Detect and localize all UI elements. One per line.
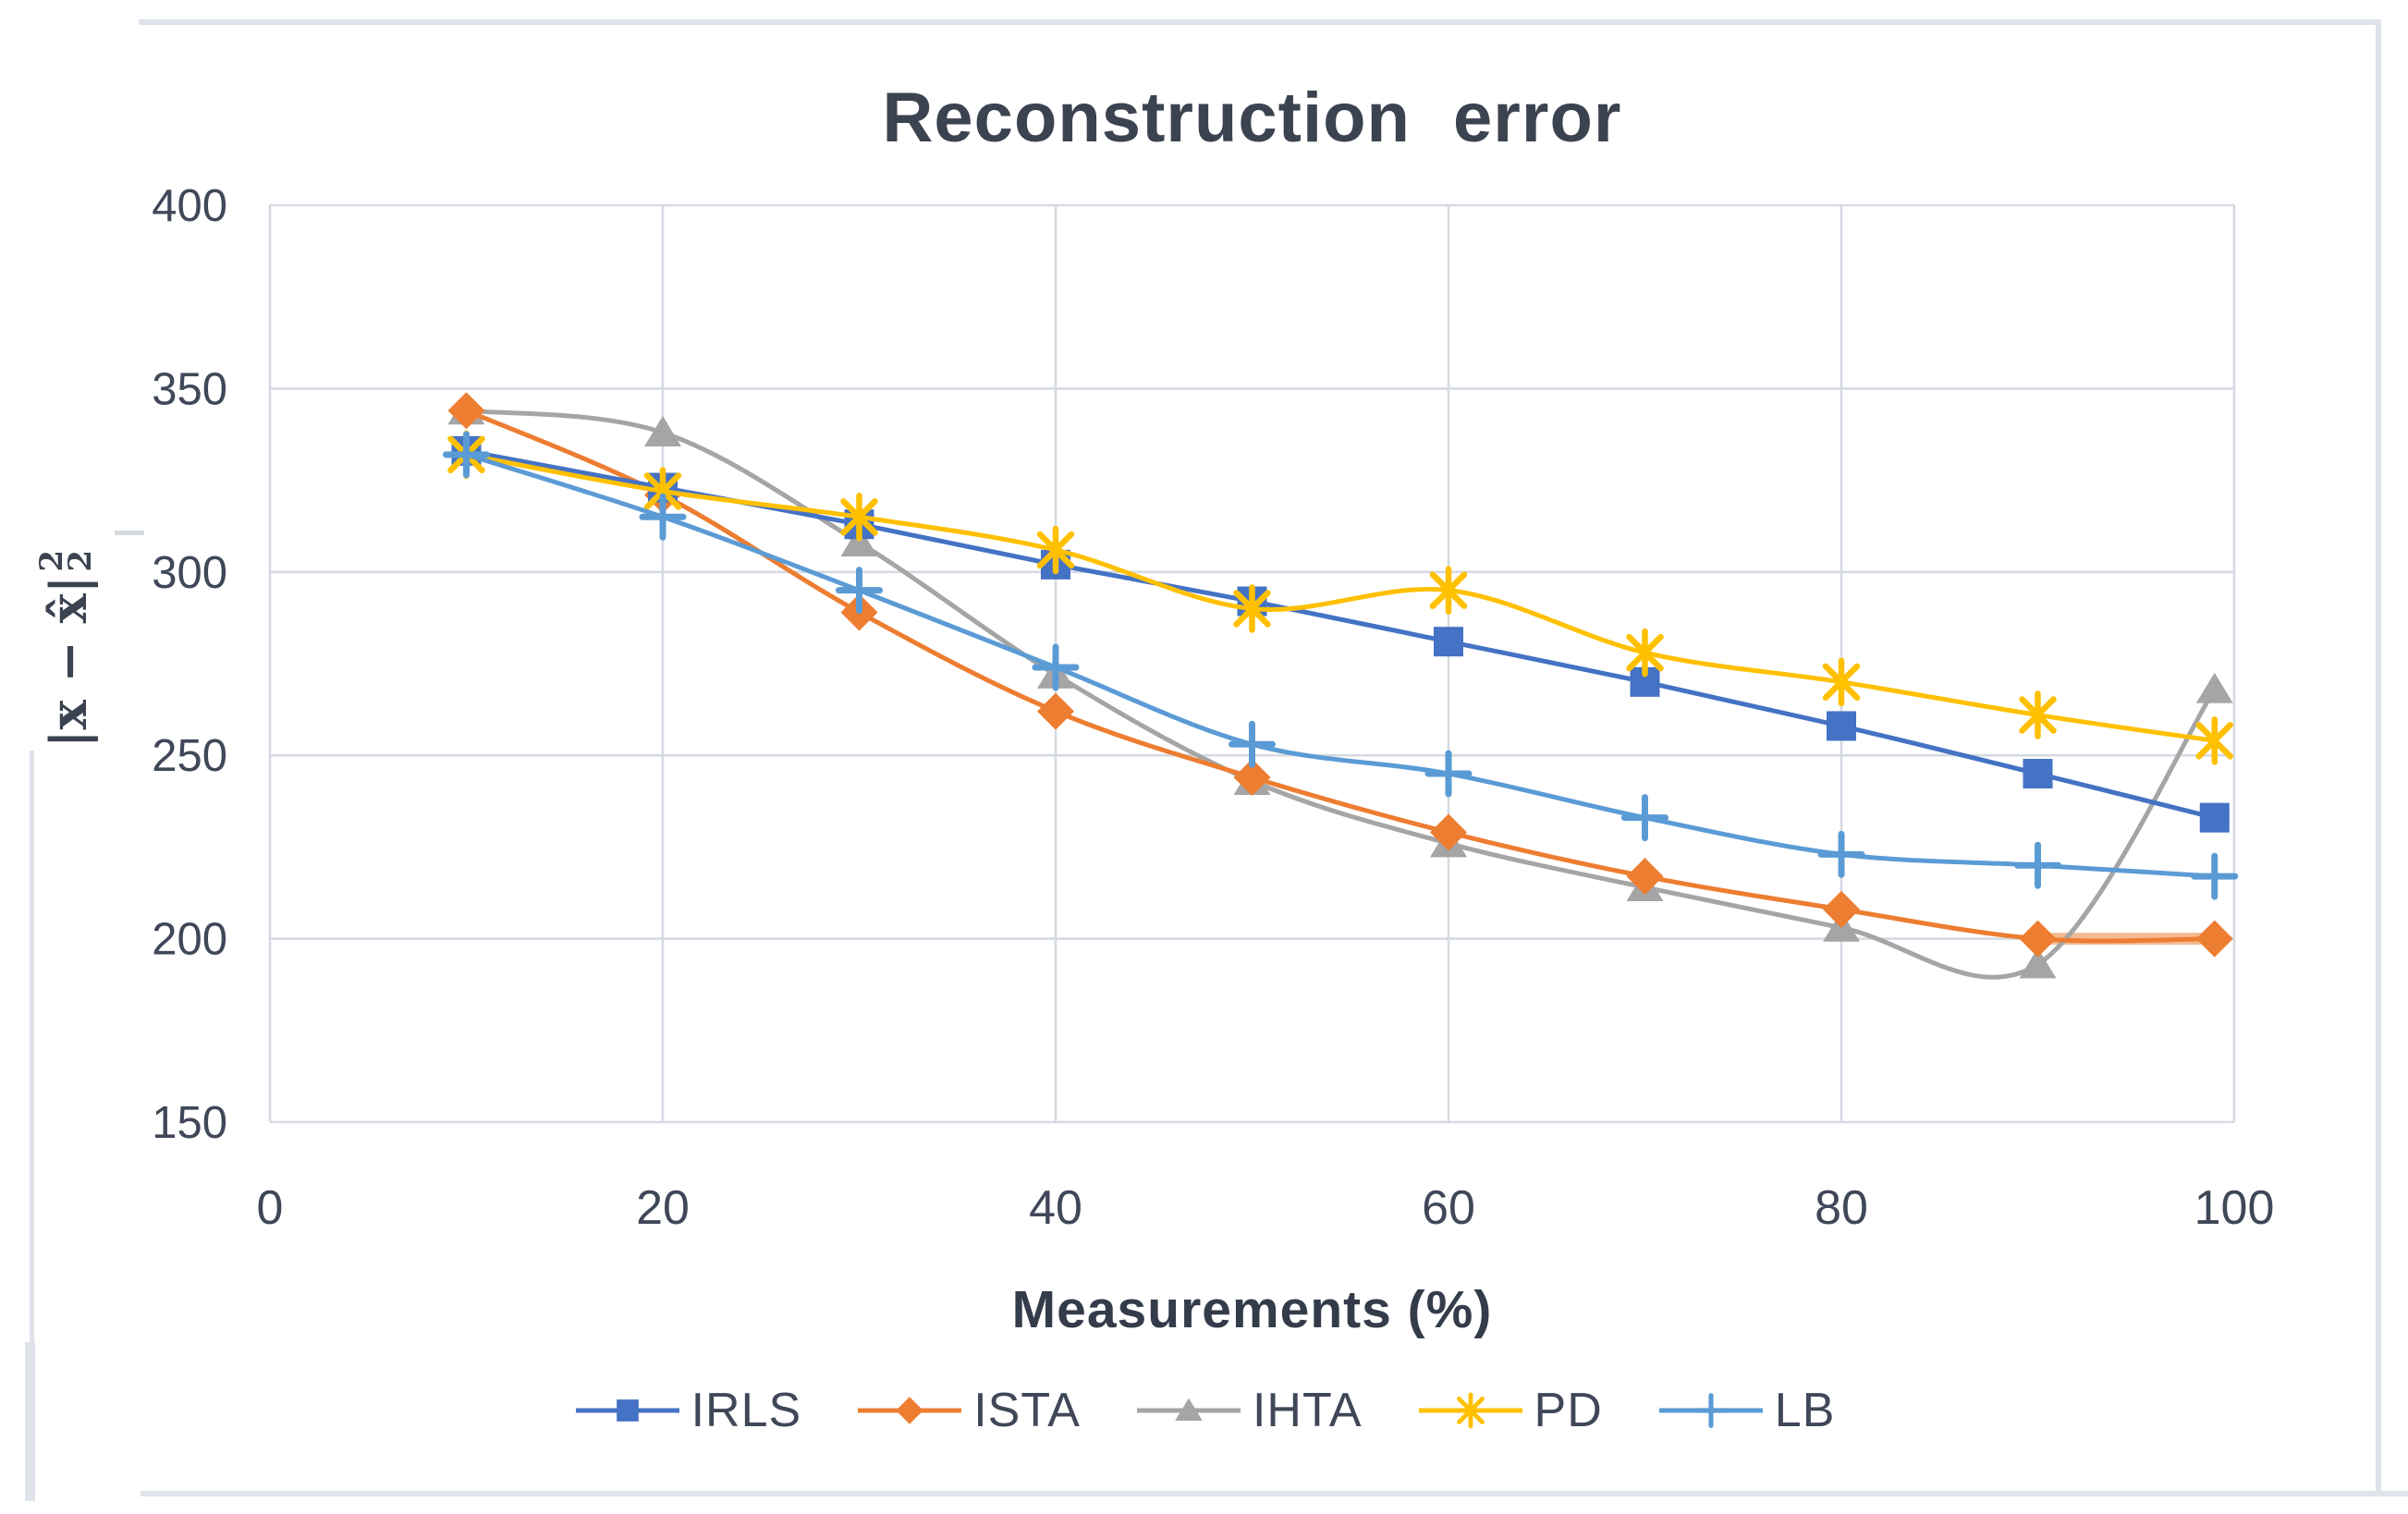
legend-item-lb: LB (1656, 1383, 1836, 1438)
svg-text:300: 300 (152, 548, 227, 598)
page-border-left-thin (30, 751, 34, 1342)
svg-text:100: 100 (2194, 1181, 2275, 1235)
x-axis-tick-labels: 0 20 40 60 80 100 (257, 1181, 2275, 1235)
svg-text:20: 20 (636, 1181, 690, 1235)
svg-text:400: 400 (152, 181, 227, 231)
svg-text:80: 80 (1815, 1181, 1868, 1235)
pd-star-marker-icon (1418, 1392, 1522, 1429)
page-border-top (139, 19, 2381, 25)
svg-text:0: 0 (257, 1181, 284, 1235)
series-pd-line (466, 452, 2216, 743)
svg-text:350: 350 (152, 364, 227, 414)
gridlines (268, 203, 2236, 1124)
series-lb-line (465, 452, 2215, 879)
page-border-bottom (141, 1491, 2408, 1496)
ista-diamond-marker-icon (858, 1397, 962, 1424)
legend-item-irls: IRLS (573, 1383, 802, 1438)
stray-dash-artifact (115, 531, 144, 535)
svg-text:150: 150 (152, 1098, 227, 1148)
page-border-left-thick (25, 1342, 35, 1501)
svg-text:200: 200 (152, 915, 227, 965)
series-ihta-line (466, 408, 2217, 980)
series-irls-line (466, 448, 2216, 821)
y-axis-title-subscript: 2 (62, 549, 99, 572)
lb-plus-marker-icon (1658, 1393, 1763, 1428)
series-ihta-markers (447, 394, 2233, 979)
legend-label-ista: ISTA (973, 1384, 1081, 1437)
chart-title: Reconstruction error (882, 79, 1622, 157)
y-axis-tick-labels: 400 350 300 250 200 150 (152, 181, 227, 1148)
x-axis-title: Measurements (%) (1011, 1280, 1493, 1339)
series-pd-markers (447, 430, 2233, 765)
legend-label-ihta: IHTA (1252, 1384, 1363, 1437)
legend-item-pd: PD (1416, 1383, 1603, 1438)
legend-item-ista: ISTA (855, 1383, 1081, 1438)
series-lb-markers (443, 431, 2239, 900)
legend-label-pd: PD (1534, 1384, 1603, 1437)
y-axis-title: |x − x̂| 2 2 (33, 549, 99, 749)
legend-label-lb: LB (1774, 1384, 1836, 1437)
svg-text:40: 40 (1029, 1181, 1082, 1235)
series-ista-line (465, 408, 2215, 944)
page-border-right (2376, 19, 2381, 1495)
ihta-triangle-marker-icon (1136, 1398, 1241, 1422)
svg-text:60: 60 (1422, 1181, 1475, 1235)
svg-text:250: 250 (152, 731, 227, 781)
legend-label-irls: IRLS (691, 1384, 802, 1437)
legend-item-ihta: IHTA (1134, 1383, 1363, 1438)
chart-legend: IRLS ISTA IHTA PD LB (0, 1383, 2408, 1438)
irls-square-marker-icon (575, 1399, 679, 1422)
y-axis-title-core: |x − x̂| (39, 575, 98, 749)
series-ista-markers (447, 392, 2233, 958)
